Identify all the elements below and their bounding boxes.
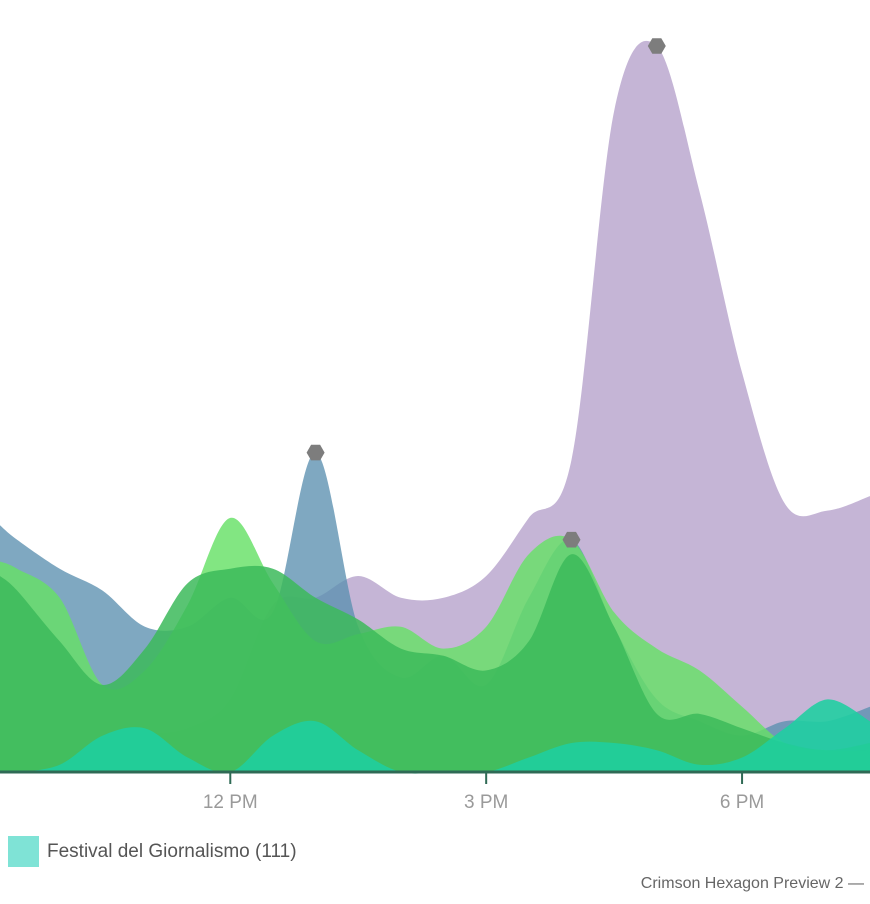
series-layer: [0, 40, 870, 774]
legend-label[interactable]: Festival del Giornalismo (111): [47, 840, 297, 862]
legend-swatch[interactable]: [8, 836, 39, 867]
peak-marker[interactable]: [647, 38, 666, 54]
series-area-1[interactable]: [0, 40, 870, 772]
x-tick-label: 12 PM: [203, 792, 258, 813]
x-axis-ticks: 12 PM 3 PM 6 PM: [203, 772, 764, 813]
series-area-4[interactable]: [0, 554, 870, 772]
credit-text: Crimson Hexagon Preview 2 —: [640, 875, 864, 892]
area-chart: 12 PM 3 PM 6 PM: [0, 38, 870, 813]
peak-marker[interactable]: [306, 444, 325, 461]
x-tick-label: 3 PM: [464, 792, 508, 813]
peak-markers: [306, 38, 666, 548]
peak-marker[interactable]: [562, 531, 581, 548]
legend: Festival del Giornalismo (111): [8, 836, 297, 867]
series-area-5[interactable]: [0, 699, 870, 774]
x-tick-label: 6 PM: [720, 792, 764, 813]
